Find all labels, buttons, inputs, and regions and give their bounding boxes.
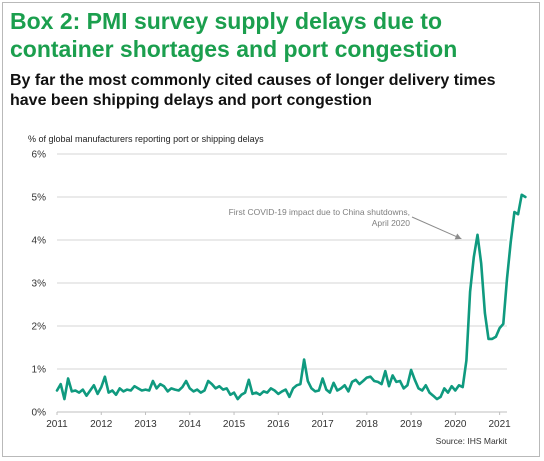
y-tick-label: 0% [32, 408, 47, 419]
y-tick-label: 4% [32, 236, 47, 247]
x-tick-label: 2012 [90, 419, 113, 430]
y-tick-label: 5% [32, 193, 47, 204]
x-tick-label: 2019 [400, 419, 423, 430]
annotation-text: April 2020 [372, 218, 411, 228]
annotation-text: First COVID-19 impact due to China shutd… [229, 207, 410, 217]
series-line [55, 193, 527, 401]
x-tick-label: 2017 [311, 419, 334, 430]
x-tick-label: 2021 [488, 419, 511, 430]
gridlines [57, 153, 507, 370]
series-layer [55, 193, 527, 401]
x-tick-label: 2020 [444, 419, 467, 430]
y-tick-label: 3% [32, 279, 47, 290]
x-tick-label: 2018 [356, 419, 379, 430]
x-tick-label: 2015 [223, 419, 246, 430]
x-tick-label: 2014 [179, 419, 202, 430]
annotation-arrowhead [454, 233, 462, 240]
y-tick-label: 1% [32, 365, 47, 376]
annotation: First COVID-19 impact due to China shutd… [229, 207, 462, 240]
y-axis-label: % of global manufacturers reporting port… [28, 134, 264, 144]
chart-subtitle: By far the most commonly cited causes of… [10, 72, 496, 109]
axes: 0% 1% 2% 3% 4% 5% 6% 2011 2012 2013 2014 2015 2016 20… [32, 150, 512, 431]
source-note: Source: IHS Markit [436, 436, 508, 446]
x-tick-label: 2016 [267, 419, 290, 430]
chart-frame [2, 2, 540, 457]
chart-title: Box 2: PMI survey supply delays due to c… [10, 8, 458, 62]
x-tick-label: 2013 [134, 419, 157, 430]
x-tick-label: 2011 [46, 419, 68, 430]
annotation-arrow [411, 216, 462, 240]
y-tick-label: 2% [32, 322, 47, 333]
y-tick-label: 6% [32, 150, 47, 161]
